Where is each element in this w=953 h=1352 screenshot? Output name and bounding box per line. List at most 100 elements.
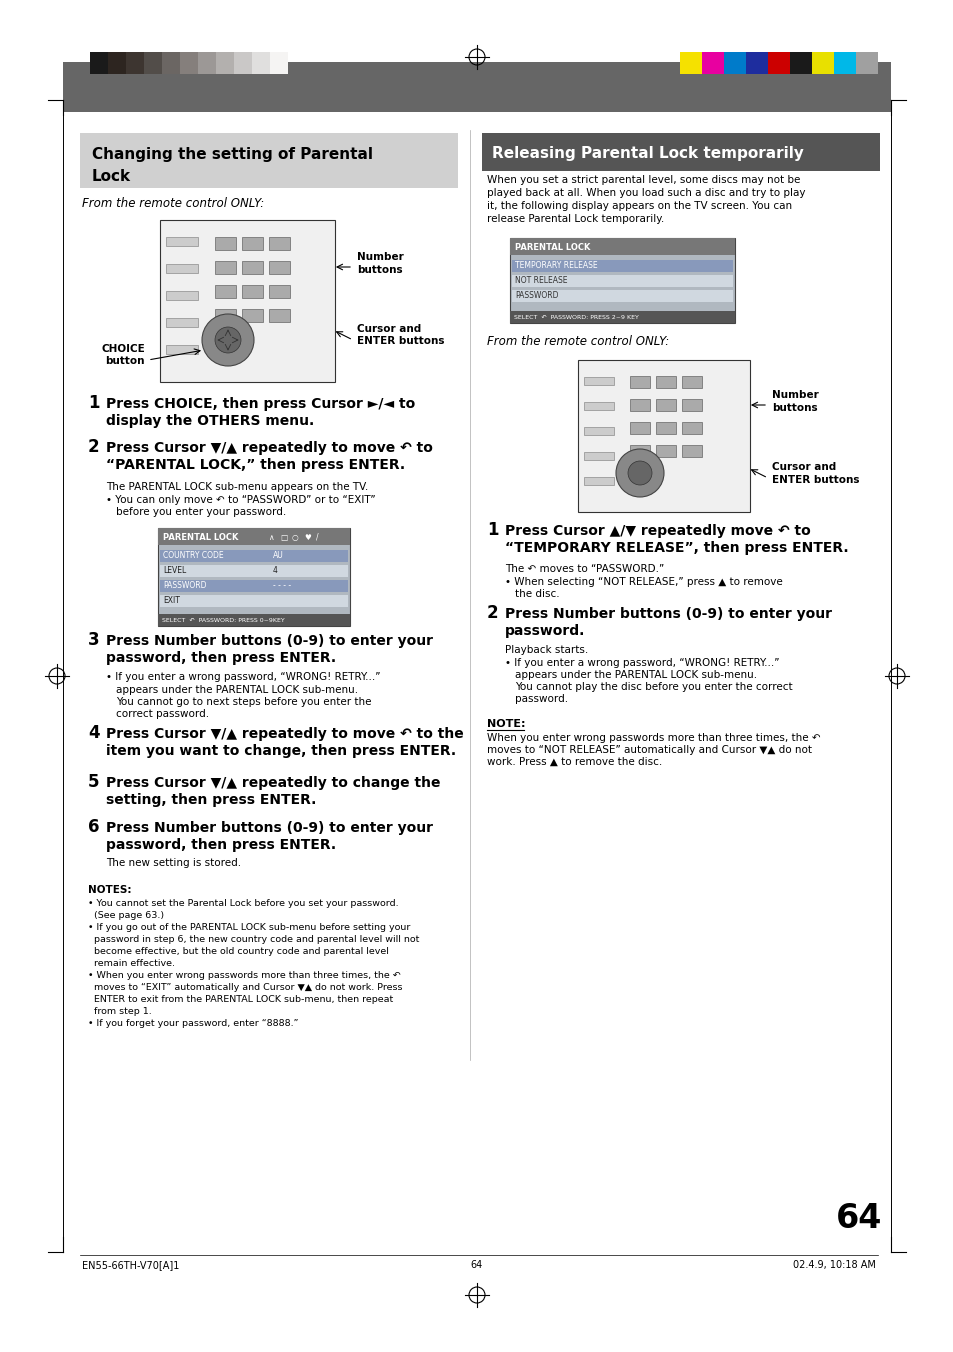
- Bar: [656, 399, 676, 411]
- Bar: [583, 377, 614, 385]
- Bar: [583, 427, 614, 435]
- Text: □: □: [280, 533, 287, 542]
- Text: Lock: Lock: [91, 169, 131, 184]
- Bar: [510, 238, 734, 256]
- Text: before you enter your password.: before you enter your password.: [116, 507, 286, 516]
- Text: buttons: buttons: [771, 403, 817, 412]
- Text: /: /: [315, 533, 318, 542]
- Text: Press Number buttons (0-9) to enter your: Press Number buttons (0-9) to enter your: [504, 607, 831, 621]
- Text: played back at all. When you load such a disc and try to play: played back at all. When you load such a…: [486, 188, 804, 197]
- Bar: [656, 422, 676, 434]
- Bar: [198, 51, 215, 74]
- Bar: [242, 237, 263, 250]
- Text: 02.4.9, 10:18 AM: 02.4.9, 10:18 AM: [792, 1260, 875, 1270]
- Text: buttons: buttons: [356, 265, 402, 274]
- Bar: [214, 261, 235, 274]
- Text: Press Number buttons (0-9) to enter your: Press Number buttons (0-9) to enter your: [106, 821, 433, 836]
- Text: When you enter wrong passwords more than three times, the ↶: When you enter wrong passwords more than…: [486, 733, 820, 744]
- Bar: [481, 132, 879, 170]
- Text: password.: password.: [515, 694, 568, 704]
- Text: Cursor and: Cursor and: [356, 324, 421, 334]
- Text: TEMPORARY RELEASE: TEMPORARY RELEASE: [515, 261, 597, 270]
- Text: 64: 64: [471, 1260, 482, 1270]
- Text: 64: 64: [835, 1202, 882, 1234]
- Text: password, then press ENTER.: password, then press ENTER.: [106, 838, 335, 852]
- Text: appears under the PARENTAL LOCK sub-menu.: appears under the PARENTAL LOCK sub-menu…: [116, 685, 357, 695]
- Bar: [160, 550, 348, 562]
- Bar: [789, 51, 811, 74]
- Text: correct password.: correct password.: [116, 708, 209, 719]
- Bar: [681, 399, 701, 411]
- Bar: [270, 51, 288, 74]
- Text: 6: 6: [88, 818, 99, 836]
- Bar: [214, 237, 235, 250]
- Text: SELECT  ↶  PASSWORD: PRESS 2~9 KEY: SELECT ↶ PASSWORD: PRESS 2~9 KEY: [514, 315, 639, 320]
- Circle shape: [627, 461, 651, 485]
- Text: You cannot play the disc before you enter the correct: You cannot play the disc before you ente…: [515, 681, 792, 692]
- Text: • When you enter wrong passwords more than three times, the ↶: • When you enter wrong passwords more th…: [88, 971, 400, 980]
- Text: You cannot go to next steps before you enter the: You cannot go to next steps before you e…: [116, 698, 371, 707]
- Text: password.: password.: [504, 625, 585, 638]
- Bar: [510, 238, 734, 323]
- Text: AU: AU: [273, 552, 283, 560]
- Bar: [512, 289, 732, 301]
- Text: PASSWORD: PASSWORD: [163, 581, 206, 589]
- Bar: [166, 318, 198, 327]
- Bar: [242, 310, 263, 322]
- Bar: [160, 220, 335, 383]
- Bar: [63, 62, 890, 112]
- Bar: [215, 51, 233, 74]
- Bar: [269, 310, 290, 322]
- Text: From the remote control ONLY:: From the remote control ONLY:: [82, 197, 264, 210]
- Bar: [252, 51, 270, 74]
- Bar: [723, 51, 745, 74]
- Text: 1: 1: [88, 393, 99, 412]
- Text: SELECT  ↶  PASSWORD: PRESS 0~9KEY: SELECT ↶ PASSWORD: PRESS 0~9KEY: [162, 618, 284, 623]
- Bar: [158, 529, 350, 626]
- Bar: [681, 376, 701, 388]
- Bar: [90, 51, 108, 74]
- Bar: [160, 595, 348, 607]
- Text: ○: ○: [292, 533, 298, 542]
- Bar: [160, 565, 348, 577]
- Text: Press Cursor ▼/▲ repeatedly to move ↶ to the: Press Cursor ▼/▲ repeatedly to move ↶ to…: [106, 727, 463, 741]
- Text: Press Number buttons (0-9) to enter your: Press Number buttons (0-9) to enter your: [106, 634, 433, 648]
- Bar: [144, 51, 162, 74]
- Text: COUNTRY CODE: COUNTRY CODE: [163, 552, 223, 560]
- Bar: [701, 51, 723, 74]
- Text: • If you enter a wrong password, “WRONG! RETRY...”: • If you enter a wrong password, “WRONG!…: [106, 672, 380, 681]
- Text: CHOICE: CHOICE: [101, 343, 145, 354]
- Text: ENTER buttons: ENTER buttons: [771, 475, 859, 485]
- Text: 2: 2: [88, 438, 99, 456]
- Bar: [242, 285, 263, 297]
- Circle shape: [202, 314, 253, 366]
- Text: The ↶ moves to “PASSWORD.”: The ↶ moves to “PASSWORD.”: [504, 564, 663, 575]
- Text: The PARENTAL LOCK sub-menu appears on the TV.: The PARENTAL LOCK sub-menu appears on th…: [106, 483, 368, 492]
- Text: button: button: [106, 356, 145, 366]
- Bar: [681, 422, 701, 434]
- Text: “TEMPORARY RELEASE”, then press ENTER.: “TEMPORARY RELEASE”, then press ENTER.: [504, 541, 848, 556]
- Text: • If you forget your password, enter “8888.”: • If you forget your password, enter “88…: [88, 1019, 298, 1028]
- Text: LEVEL: LEVEL: [163, 566, 186, 575]
- Bar: [80, 132, 457, 188]
- Text: from step 1.: from step 1.: [88, 1007, 152, 1015]
- Bar: [166, 345, 198, 354]
- Bar: [126, 51, 144, 74]
- Text: (See page 63.): (See page 63.): [88, 911, 164, 919]
- Bar: [108, 51, 126, 74]
- Bar: [162, 51, 180, 74]
- Text: password in step 6, the new country code and parental level will not: password in step 6, the new country code…: [88, 936, 419, 944]
- Text: moves to “EXIT” automatically and Cursor ▼▲ do not work. Press: moves to “EXIT” automatically and Cursor…: [88, 983, 402, 992]
- Text: become effective, but the old country code and parental level: become effective, but the old country co…: [88, 946, 389, 956]
- Bar: [269, 285, 290, 297]
- Text: it, the following display appears on the TV screen. You can: it, the following display appears on the…: [486, 201, 791, 211]
- Bar: [269, 237, 290, 250]
- Circle shape: [616, 449, 663, 498]
- Bar: [233, 51, 252, 74]
- Text: Changing the setting of Parental: Changing the setting of Parental: [91, 147, 373, 162]
- Bar: [180, 51, 198, 74]
- Text: item you want to change, then press ENTER.: item you want to change, then press ENTE…: [106, 744, 456, 758]
- Text: • You cannot set the Parental Lock before you set your password.: • You cannot set the Parental Lock befor…: [88, 899, 398, 909]
- Bar: [166, 291, 198, 300]
- Bar: [242, 261, 263, 274]
